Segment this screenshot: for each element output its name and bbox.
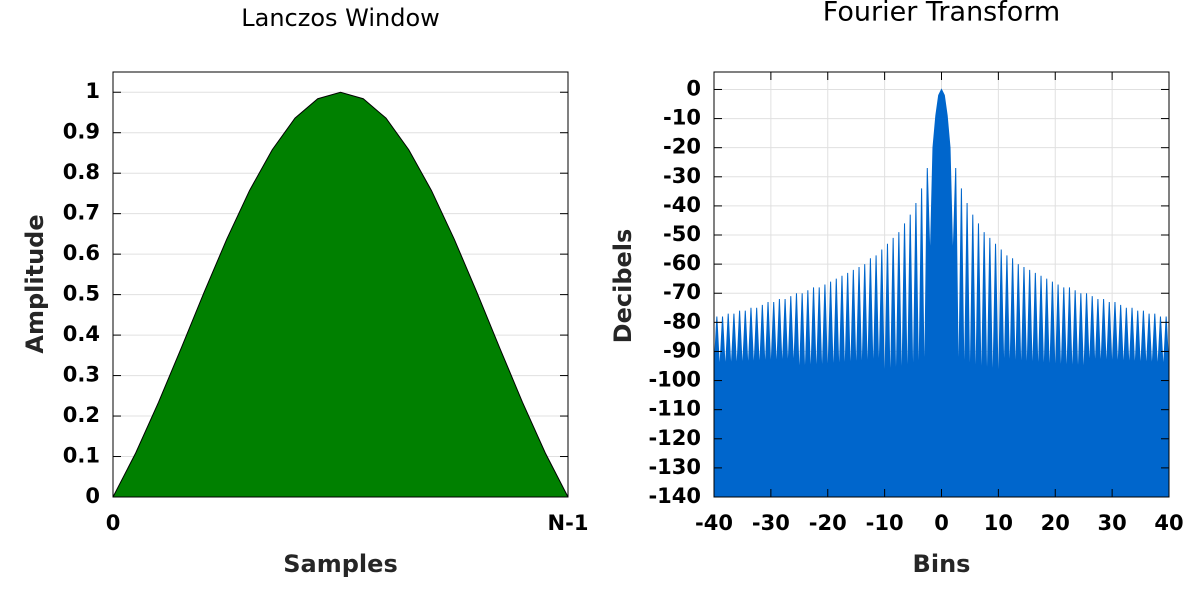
x-tick-label: 30 [1098,511,1127,535]
chart-title: Fourier Transform [823,0,1060,28]
y-axis-label: Amplitude [21,214,49,353]
x-tick-label: -10 [866,511,904,535]
y-tick-label: 0.7 [63,201,100,225]
area [714,89,1169,497]
y-tick-label: -50 [663,222,701,246]
y-tick-label: 0.4 [63,322,100,346]
y-tick-label: -140 [648,484,701,508]
y-axis-label: Decibels [609,229,637,344]
y-tick-label: 0.5 [63,282,100,306]
y-tick-label: 0.6 [63,241,100,265]
x-tick-label: N-1 [548,511,589,535]
y-tick-label: -70 [663,280,701,304]
x-tick-label: 10 [984,511,1013,535]
y-tick-label: -60 [663,251,701,275]
y-tick-label: -110 [648,397,701,421]
area-edge [713,88,1170,396]
y-tick-label: 0.8 [63,160,100,184]
y-tick-label: -10 [663,106,701,130]
y-tick-label: -130 [648,455,701,479]
y-tick-label: 0.3 [63,363,100,387]
y-tick-label: -20 [663,135,701,159]
y-tick-label: 0.2 [63,403,100,427]
plot-frame [112,71,569,498]
x-tick-label: -30 [752,511,790,535]
y-tick-label: 0.1 [63,444,100,468]
area [113,92,568,498]
x-axis-label: Bins [913,550,971,578]
chart-title: Lanczos Window [241,4,440,32]
y-tick-label: 0.9 [63,120,100,144]
area-edge [112,91,569,498]
x-tick-label: 20 [1041,511,1070,535]
x-tick-label: 40 [1154,511,1183,535]
y-tick-label: -100 [648,368,701,392]
y-tick-label: -90 [663,338,701,362]
y-tick-label: 0 [85,484,100,508]
y-tick-label: 0 [686,76,701,100]
x-tick-label: -40 [695,511,733,535]
y-tick-label: 1 [85,79,100,103]
x-tick-label: 0 [106,511,121,535]
y-tick-label: -80 [663,309,701,333]
y-tick-label: -40 [663,193,701,217]
x-axis-label: Samples [283,550,397,578]
x-tick-label: -20 [809,511,847,535]
x-tick-label: 0 [934,511,949,535]
y-tick-label: -30 [663,164,701,188]
y-tick-label: -120 [648,426,701,450]
